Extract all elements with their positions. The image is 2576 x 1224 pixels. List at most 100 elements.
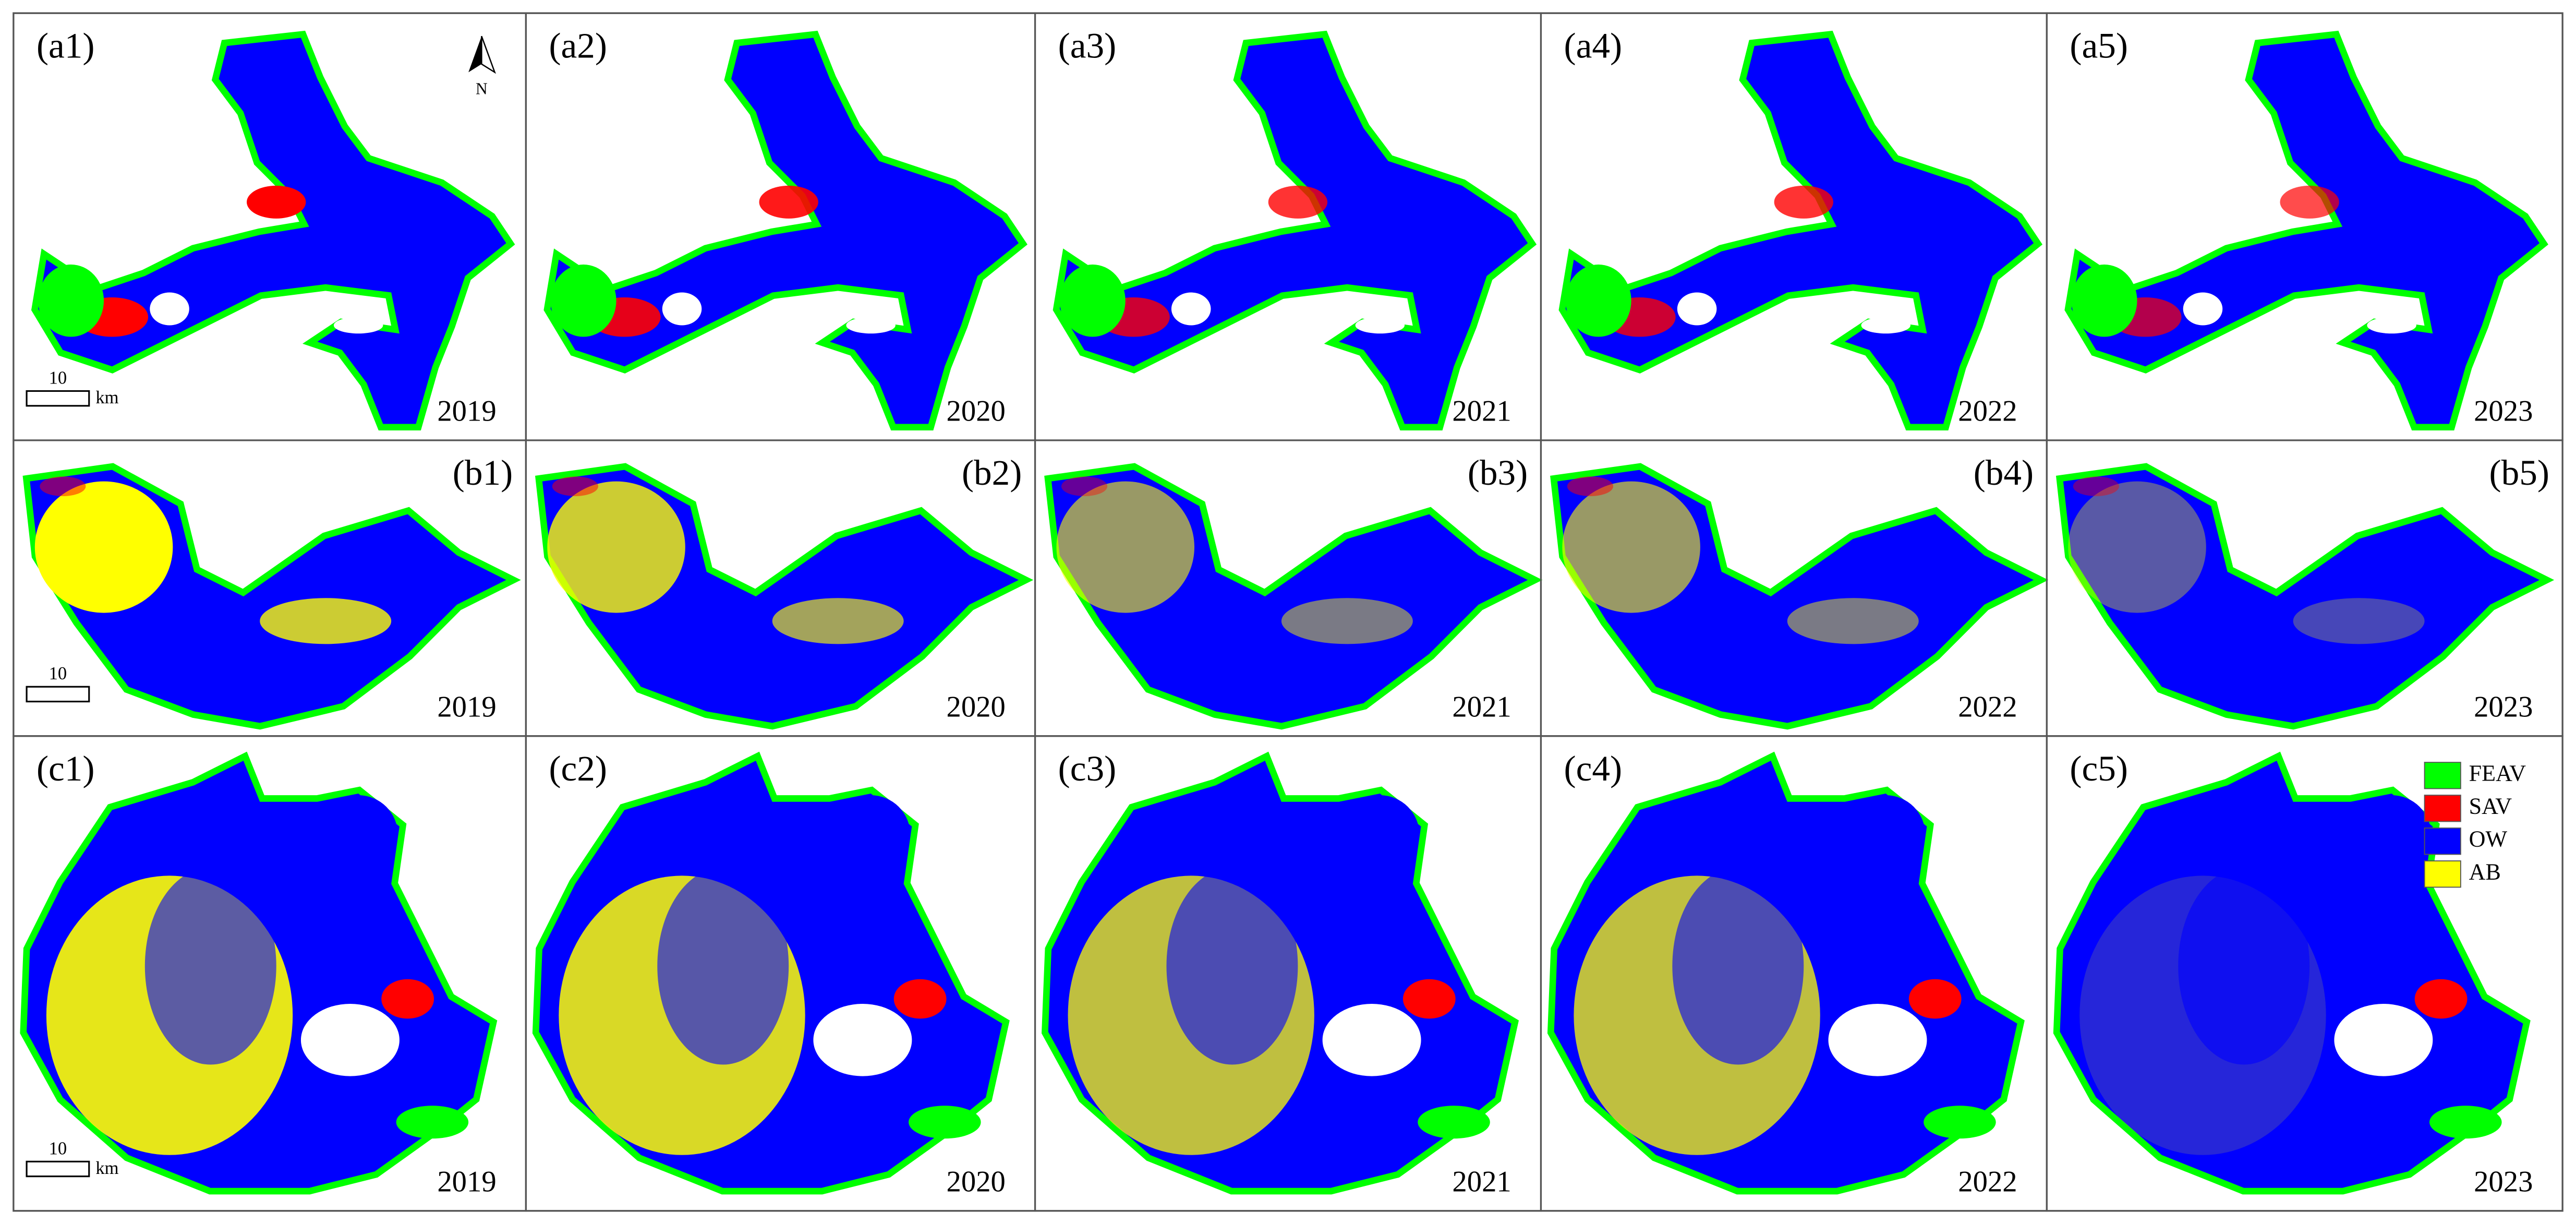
sav-patch bbox=[381, 979, 434, 1019]
panel-year: 2023 bbox=[2474, 1165, 2533, 1198]
feav-patch bbox=[550, 264, 616, 337]
lake-map bbox=[1060, 38, 1528, 424]
lake-map bbox=[542, 470, 1019, 723]
scale-bar-box bbox=[26, 390, 90, 407]
legend-swatch bbox=[2424, 795, 2461, 822]
feav-patch bbox=[2071, 264, 2137, 337]
lake-lobe bbox=[1340, 795, 1420, 874]
feav-patch bbox=[909, 1106, 981, 1139]
lake-lobe bbox=[831, 795, 911, 874]
ab-patch bbox=[1787, 598, 1919, 644]
ow-streak bbox=[144, 867, 276, 1065]
panel-year: 2022 bbox=[1958, 1165, 2017, 1198]
map-panel: (c3) 2021 bbox=[1034, 735, 1542, 1212]
map-panel: (b1) 2019 bbox=[13, 439, 527, 737]
map-panel: (b3) 2021 bbox=[1034, 439, 1542, 737]
north-label: N bbox=[476, 79, 488, 98]
sav-patch bbox=[2280, 185, 2339, 219]
lake-lobe bbox=[319, 795, 398, 874]
panel-border bbox=[2046, 735, 2563, 1212]
island bbox=[1828, 1004, 1927, 1076]
sav-patch bbox=[1402, 979, 1456, 1019]
panel-label: (a4) bbox=[1564, 25, 1623, 65]
sav-patch bbox=[552, 476, 598, 496]
scale-bar: 10 km bbox=[26, 1138, 119, 1178]
panel-year: 2023 bbox=[2474, 690, 2533, 723]
sav-patch bbox=[1567, 476, 1614, 496]
lake-lobe bbox=[2352, 795, 2432, 874]
sav-patch bbox=[40, 476, 86, 496]
legend-label: FEAV bbox=[2469, 760, 2526, 786]
panel-year: 2020 bbox=[947, 690, 1006, 723]
feav-patch bbox=[1059, 264, 1126, 337]
ab-patch bbox=[2293, 598, 2425, 644]
ab-patch bbox=[2068, 481, 2206, 613]
map-panel: (c5) 2023 bbox=[2046, 735, 2563, 1212]
island bbox=[150, 292, 189, 326]
lake-map bbox=[1557, 470, 2034, 723]
lake-map bbox=[1048, 761, 1511, 1188]
lake-map bbox=[38, 38, 506, 424]
map-panel: (a4) 2022 bbox=[1540, 12, 2048, 441]
sav-patch bbox=[893, 979, 947, 1019]
panel-label: (a2) bbox=[549, 25, 607, 65]
scale-bar: 10 km bbox=[26, 368, 119, 407]
map-panel: (b5) 2023 bbox=[2046, 439, 2563, 737]
ow-streak bbox=[2178, 867, 2310, 1065]
panel-label: (b5) bbox=[2489, 452, 2549, 493]
north-arrow: N bbox=[468, 35, 496, 98]
panel-year: 2021 bbox=[1452, 1165, 1511, 1198]
ow-streak bbox=[1166, 867, 1298, 1065]
panel-label: (a1) bbox=[37, 25, 95, 65]
panel-label: (b4) bbox=[1974, 452, 2034, 493]
island bbox=[1861, 317, 1910, 334]
north-arrow-shape bbox=[481, 35, 496, 74]
lake-map bbox=[2063, 470, 2539, 723]
island bbox=[2334, 1004, 2433, 1076]
legend-label: SAV bbox=[2469, 793, 2512, 819]
feav-patch bbox=[2429, 1106, 2502, 1139]
panel-year: 2019 bbox=[437, 690, 496, 723]
scale-bar-unit: km bbox=[95, 388, 118, 407]
ab-patch bbox=[547, 481, 685, 613]
panel-year: 2020 bbox=[947, 395, 1006, 428]
lake-map bbox=[1051, 470, 1528, 723]
scale-bar-unit: km bbox=[95, 1158, 118, 1178]
map-panel: (a3) 2021 bbox=[1034, 12, 1542, 441]
lake-map bbox=[2072, 38, 2539, 424]
lake-map bbox=[551, 38, 1019, 424]
map-panel: (a5) 2023 bbox=[2046, 12, 2563, 441]
island bbox=[300, 1004, 400, 1076]
lake-map bbox=[1554, 761, 2017, 1188]
ab-patch bbox=[772, 598, 904, 644]
ow-streak bbox=[1672, 867, 1804, 1065]
island bbox=[1322, 1004, 1421, 1076]
sav-patch bbox=[2073, 476, 2119, 496]
scale-bar: 10 bbox=[26, 664, 90, 703]
lake-map bbox=[539, 761, 1002, 1188]
panel-year: 2019 bbox=[437, 1165, 496, 1198]
lake-map bbox=[27, 761, 490, 1188]
ab-patch bbox=[34, 481, 173, 613]
panel-label: (b3) bbox=[1468, 452, 1528, 493]
sav-patch bbox=[247, 185, 306, 219]
ab-patch bbox=[1281, 598, 1413, 644]
panel-year: 2020 bbox=[947, 1165, 1006, 1198]
panel-year: 2023 bbox=[2474, 395, 2533, 428]
map-panel: (c1) 2019 bbox=[13, 735, 527, 1212]
panel-label: (c5) bbox=[2070, 748, 2128, 788]
panel-label: (b2) bbox=[962, 452, 1022, 493]
scale-bar-value: 10 bbox=[49, 1138, 67, 1158]
island bbox=[846, 317, 896, 334]
map-panel: (b4) 2022 bbox=[1540, 439, 2048, 737]
legend: FEAV SAV OW AB bbox=[2424, 760, 2526, 888]
ab-patch bbox=[1056, 481, 1195, 613]
ab-patch bbox=[260, 598, 392, 644]
sav-patch bbox=[1908, 979, 1962, 1019]
scale-bar-value: 10 bbox=[49, 664, 67, 683]
island bbox=[813, 1004, 912, 1076]
panel-year: 2021 bbox=[1452, 690, 1511, 723]
island bbox=[2367, 317, 2416, 334]
